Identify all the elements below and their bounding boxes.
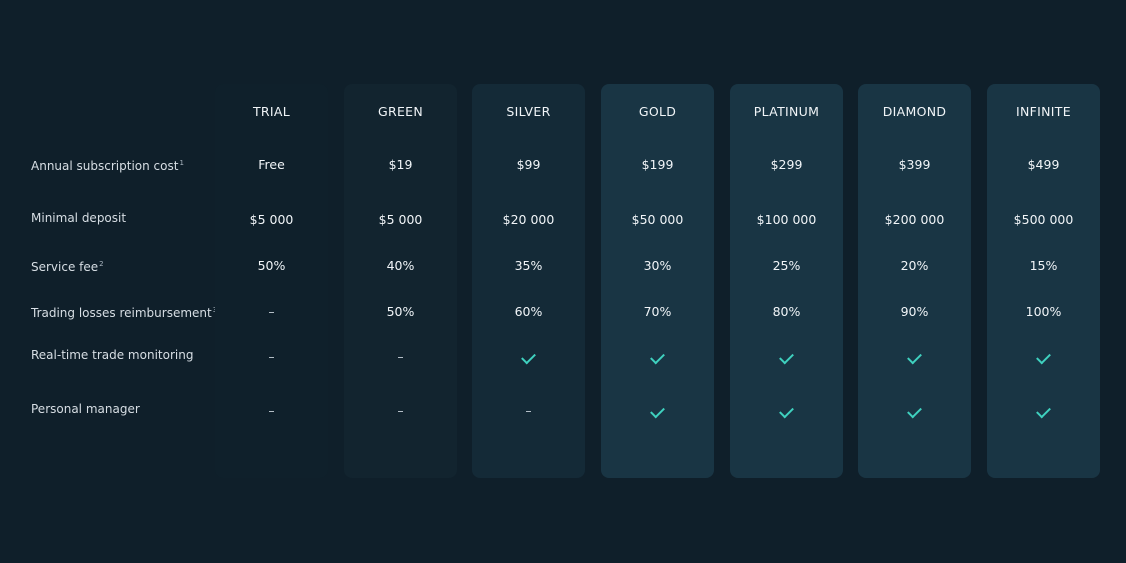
plan-cost-value: $199 [641,157,674,172]
plan-manager-check [730,403,843,419]
plan-name: INFINITE [1016,104,1071,119]
plan-monitoring-check [858,349,971,365]
plan-name: SILVER [506,104,551,119]
plan-reimbursement-value: 70% [643,304,672,319]
plan-cost-value: Free [258,157,285,172]
plan-reimbursement-value: – [268,304,275,319]
plan-column-gold[interactable]: GOLD $199 $50 000 30% 70% [601,84,714,478]
plan-cost-value: $299 [770,157,803,172]
plan-fee-value: 50% [257,258,286,273]
plan-fee-value: 40% [386,258,415,273]
footnote-marker: 2 [99,260,104,268]
plan-reimbursement-value: 80% [772,304,801,319]
row-label-deposit: Minimal deposit [31,211,126,225]
plan-manager-value: – [525,403,532,418]
checkmark-icon [650,403,665,419]
row-label-manager: Personal manager [31,402,140,416]
checkmark-icon [1036,349,1051,365]
plan-name: GOLD [638,104,677,119]
footnote-marker: 1 [179,159,184,167]
plan-reimbursement-value: 60% [514,304,543,319]
checkmark-icon [779,349,794,365]
plan-column-diamond[interactable]: DIAMOND $399 $200 000 20% 90% [858,84,971,478]
row-label-reimbursement: Trading losses reimbursement3 [31,303,217,320]
row-label-text: Annual subscription cost [31,159,179,173]
plan-name: TRIAL [252,104,291,119]
plan-cost-value: $99 [516,157,541,172]
plan-name: DIAMOND [882,104,947,119]
plan-deposit-value: $200 000 [884,212,945,227]
plan-monitoring-check [987,349,1100,365]
row-label-text: Trading losses reimbursement [31,306,212,320]
plan-manager-value: – [268,403,275,418]
row-label-cost: Annual subscription cost1 [31,156,184,173]
plan-deposit-value: $5 000 [249,212,294,227]
checkmark-icon [907,349,922,365]
row-label-text: Personal manager [31,402,140,416]
plan-manager-value: – [397,403,404,418]
plan-deposit-value: $20 000 [502,212,555,227]
plan-monitoring-value: – [268,349,275,364]
plan-manager-check [858,403,971,419]
footnote-marker: 3 [213,306,217,314]
row-label-monitoring: Real-time trade monitoring [31,348,193,362]
plan-fee-value: 35% [514,258,543,273]
plan-reimbursement-value: 100% [1025,304,1062,319]
plan-cost-value: $399 [898,157,931,172]
row-label-text: Minimal deposit [31,211,127,225]
plan-deposit-value: $50 000 [631,212,684,227]
plan-column-platinum[interactable]: PLATINUM $299 $100 000 25% 80% [730,84,843,478]
row-labels: Annual subscription cost1 Minimal deposit… [0,0,217,563]
checkmark-icon [1036,403,1051,419]
plan-column-infinite[interactable]: INFINITE $499 $500 000 15% 100% [987,84,1100,478]
plan-fee-value: 30% [643,258,672,273]
plan-name: GREEN [377,104,424,119]
checkmark-icon [521,349,536,365]
checkmark-icon [650,349,665,365]
plan-reimbursement-value: 90% [900,304,929,319]
plan-cost-value: $19 [388,157,413,172]
plan-reimbursement-value: 50% [386,304,415,319]
row-label-fee: Service fee2 [31,257,104,274]
plan-monitoring-check [472,349,585,365]
row-label-text: Service fee [31,260,99,274]
plan-manager-check [601,403,714,419]
plan-fee-value: 25% [772,258,801,273]
plan-deposit-value: $5 000 [378,212,423,227]
plan-column-trial[interactable]: TRIAL Free $5 000 50% – – – [215,84,328,478]
plan-deposit-value: $500 000 [1013,212,1074,227]
checkmark-icon [779,403,794,419]
plan-deposit-value: $100 000 [756,212,817,227]
plan-cost-value: $499 [1027,157,1060,172]
plan-fee-value: 15% [1029,258,1058,273]
row-label-text: Real-time trade monitoring [31,348,194,362]
plan-fee-value: 20% [900,258,929,273]
plan-monitoring-check [730,349,843,365]
plan-column-green[interactable]: GREEN $19 $5 000 40% 50% – – [344,84,457,478]
checkmark-icon [907,403,922,419]
plan-column-silver[interactable]: SILVER $99 $20 000 35% 60% – [472,84,585,478]
plan-manager-check [987,403,1100,419]
plan-monitoring-check [601,349,714,365]
plan-name: PLATINUM [753,104,820,119]
plan-monitoring-value: – [397,349,404,364]
